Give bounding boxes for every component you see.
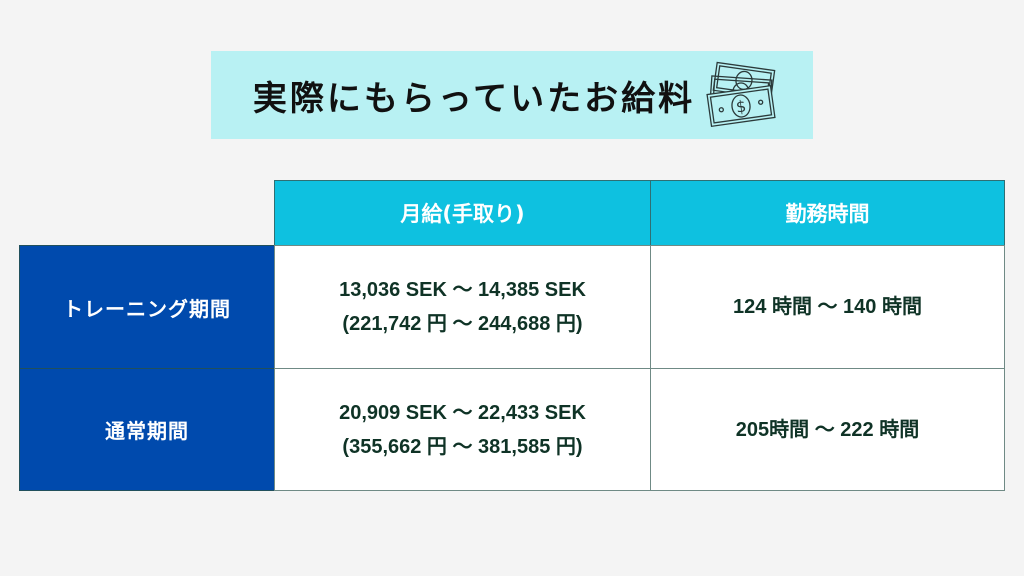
- money-bills-icon: $: [706, 61, 776, 128]
- row-header-label: トレーニング期間: [63, 296, 231, 321]
- salary-sek: 13,036 SEK 〜 14,385 SEK: [339, 279, 586, 301]
- row-header-label: 通常期間: [105, 419, 189, 443]
- svg-text:$: $: [735, 96, 748, 116]
- title-banner: 実際にもらっていたお給料 $: [211, 51, 813, 139]
- salary-sek: 20,909 SEK 〜 22,433 SEK: [339, 401, 586, 424]
- salary-jpy: (355,662 円 〜 381,585 円): [342, 435, 583, 458]
- page-title: 実際にもらっていたお給料: [252, 78, 696, 119]
- salary-cell-regular: 20,909 SEK 〜 22,433 SEK (355,662 円 〜 381…: [274, 368, 651, 491]
- column-header-salary: 月給(手取り): [274, 180, 651, 246]
- hours-range: 124 時間 〜 140 時間: [733, 296, 922, 318]
- column-header-hours-label: 勤務時間: [785, 202, 870, 226]
- row-header-training: トレーニング期間: [19, 245, 275, 369]
- column-header-hours: 勤務時間: [650, 180, 1005, 246]
- row-header-regular: 通常期間: [19, 368, 275, 491]
- salary-jpy: (221,742 円 〜 244,688 円): [342, 313, 583, 335]
- hours-range: 205時間 〜 222 時間: [735, 418, 920, 441]
- hours-cell-regular: 205時間 〜 222 時間: [650, 368, 1005, 491]
- salary-cell-training: 13,036 SEK 〜 14,385 SEK (221,742 円 〜 244…: [274, 245, 651, 369]
- column-header-salary-label: 月給(手取り): [400, 202, 525, 226]
- hours-cell-training: 124 時間 〜 140 時間: [650, 245, 1005, 369]
